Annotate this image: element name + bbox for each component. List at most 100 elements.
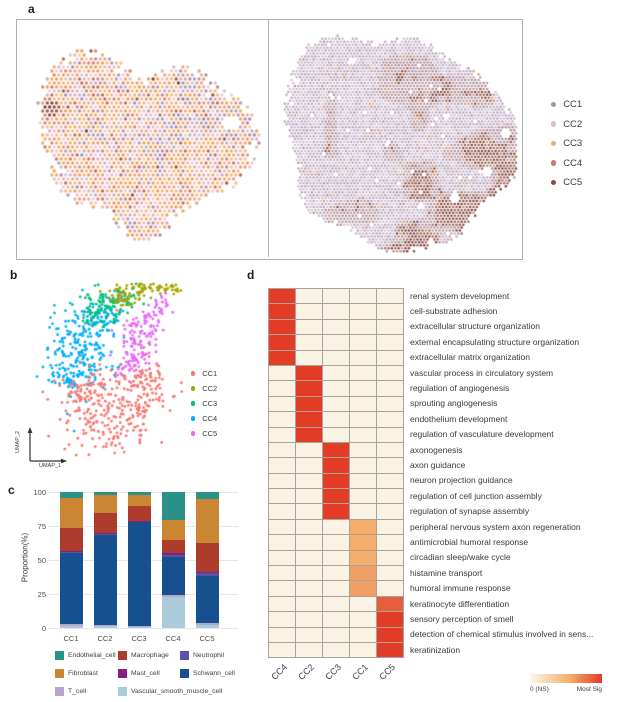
heatmap-cell-r1-c0 xyxy=(269,304,295,319)
legend-swatch-icon xyxy=(118,687,127,696)
cluster-dot-icon xyxy=(191,416,196,421)
bar-segment-macrophage xyxy=(93,513,117,534)
go-term-label: sensory perception of smell xyxy=(410,613,514,624)
legend-a-label: CC5 xyxy=(563,177,583,188)
heatmap-cell-r16-c1 xyxy=(296,535,322,550)
go-term-label: extracellular matrix organization xyxy=(410,352,530,363)
legend-a-label: CC3 xyxy=(563,138,583,149)
stacked-bar-cc5 xyxy=(195,492,219,628)
cell-type-legend-label: Vascular_smooth_muscle_cell xyxy=(131,688,223,695)
bar-segment-vascular_smooth_muscle_cell xyxy=(127,626,151,628)
heatmap-cell-r14-c0 xyxy=(269,504,295,519)
heatmap-cell-r19-c1 xyxy=(296,581,322,596)
heatmap-cell-r16-c0 xyxy=(269,535,295,550)
x-category-label: CC5 xyxy=(199,634,215,643)
go-term-label: vascular process in circulatory system xyxy=(410,367,554,378)
heatmap-cell-r4-c3 xyxy=(350,350,376,365)
bar-segment-endothelial_cell xyxy=(93,492,117,496)
heatmap-cell-r7-c4 xyxy=(377,396,403,412)
heatmap-cell-r1-c1 xyxy=(296,304,322,319)
heatmap-cell-r18-c3 xyxy=(350,566,376,581)
gridline-horizontal xyxy=(48,628,238,629)
go-term-label: neuron projection guidance xyxy=(410,475,513,486)
legend-swatch-icon xyxy=(118,651,127,660)
heatmap-cell-r9-c4 xyxy=(377,427,403,442)
heatmap-cell-r6-c2 xyxy=(323,381,349,396)
cell-type-legend-label: Mast_cell xyxy=(131,670,160,677)
x-category-label: CC1 xyxy=(63,634,79,643)
heatmap-cell-r9-c1 xyxy=(296,427,322,442)
heatmap-cell-r8-c2 xyxy=(323,412,349,427)
heatmap-cell-r13-c1 xyxy=(296,489,322,504)
bar-segment-vascular_smooth_muscle_cell xyxy=(161,596,185,628)
go-term-label: renal system development xyxy=(410,290,510,301)
legend-b-label: CC5 xyxy=(202,429,218,438)
heatmap-cell-r23-c0 xyxy=(269,642,295,658)
cluster-dot-icon xyxy=(191,371,196,376)
heatmap-cell-r15-c3 xyxy=(350,519,376,535)
cell-type-legend-label: Neutrophil xyxy=(193,652,224,659)
heatmap-cell-r13-c3 xyxy=(350,489,376,504)
heatmap-cell-r15-c2 xyxy=(323,519,349,535)
heatmap-cell-r20-c4 xyxy=(377,596,403,612)
heatmap-cell-r5-c0 xyxy=(269,365,295,381)
bar-segment-macrophage xyxy=(161,539,185,554)
heatmap-cell-r7-c0 xyxy=(269,396,295,412)
legend-swatch-icon xyxy=(55,651,64,660)
legend-b-label: CC1 xyxy=(202,369,218,378)
bar-segment-t_cell xyxy=(161,594,185,597)
cell-type-legend-item-vascular_smooth_muscle_cell: Vascular_smooth_muscle_cell xyxy=(118,687,222,696)
cell-type-legend-label: T_cell xyxy=(68,688,87,695)
legend-a-label: CC1 xyxy=(563,99,583,110)
heatmap-cell-r21-c3 xyxy=(350,612,376,627)
go-term-label: endothelium development xyxy=(410,413,508,424)
colorbar-max-label: Most Sig xyxy=(576,686,602,693)
cluster-dot-icon xyxy=(551,140,557,147)
heatmap-cell-r17-c4 xyxy=(377,550,403,566)
bar-segment-vascular_smooth_muscle_cell xyxy=(93,625,117,628)
y-tick-label: 25 xyxy=(37,590,46,599)
heatmap-cell-r4-c1 xyxy=(296,350,322,365)
legend-a-item-cc2: CC2 xyxy=(551,119,582,130)
heatmap-cell-r2-c2 xyxy=(323,319,349,335)
x-category-label: CC4 xyxy=(165,634,181,643)
panel-b-letter: b xyxy=(10,268,18,282)
legend-swatch-icon xyxy=(55,669,64,678)
legend-b-item-cc3: CC3 xyxy=(191,399,217,408)
heatmap-cell-r23-c3 xyxy=(350,642,376,658)
go-term-label: humoral immune response xyxy=(410,583,511,594)
heatmap-cell-r3-c2 xyxy=(323,335,349,350)
heatmap-cell-r0-c1 xyxy=(296,289,322,304)
heatmap-cell-r7-c1 xyxy=(296,396,322,412)
go-term-label: peripheral nervous system axon regenerat… xyxy=(410,521,581,532)
go-term-label: external encapsulating structure organiz… xyxy=(410,336,580,347)
bar-segment-vascular_smooth_muscle_cell xyxy=(195,625,219,628)
spatial-maps-frame xyxy=(16,19,523,260)
heatmap-cell-r1-c3 xyxy=(350,304,376,319)
legend-a-item-cc1: CC1 xyxy=(551,99,582,110)
bar-segment-vascular_smooth_muscle_cell xyxy=(59,625,83,628)
heatmap-cell-r18-c1 xyxy=(296,566,322,581)
heatmap-cell-r22-c2 xyxy=(323,627,349,642)
cell-type-legend-label: Schwann_cell xyxy=(193,670,235,677)
heatmap-cell-r2-c0 xyxy=(269,319,295,335)
cluster-dot-icon xyxy=(551,179,557,186)
go-term-label: cell-substrate adhesion xyxy=(410,305,498,316)
heatmap-cell-r8-c4 xyxy=(377,412,403,427)
bar-segment-macrophage xyxy=(195,543,219,572)
heatmap-cell-r10-c4 xyxy=(377,442,403,458)
stacked-bar-plot-area xyxy=(48,492,238,629)
heatmap-cell-r3-c0 xyxy=(269,335,295,350)
heatmap-cell-r22-c1 xyxy=(296,627,322,642)
heatmap-cell-r1-c4 xyxy=(377,304,403,319)
heatmap-cell-r23-c2 xyxy=(323,642,349,658)
heatmap-cell-r0-c4 xyxy=(377,289,403,304)
cell-type-legend-item-t_cell: T_cell xyxy=(55,687,86,696)
heatmap-cell-r20-c2 xyxy=(323,596,349,612)
heatmap-cell-r18-c2 xyxy=(323,566,349,581)
heatmap-cell-r5-c3 xyxy=(350,365,376,381)
y-tick-label: 75 xyxy=(37,522,46,531)
bar-segment-mast_cell xyxy=(161,553,185,556)
legend-a-item-cc4: CC4 xyxy=(551,158,582,169)
heatmap-cell-r18-c4 xyxy=(377,566,403,581)
